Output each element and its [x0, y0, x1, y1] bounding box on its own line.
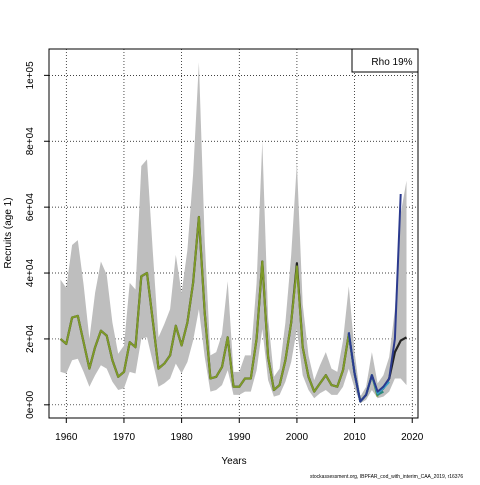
y-tick-label: 6e+04: [25, 193, 36, 222]
plot-frame: [48, 48, 419, 419]
y-tick-label: 4e+04: [25, 259, 36, 288]
retro-line-1: [59, 216, 379, 403]
y-tick-label: 2e+04: [25, 324, 36, 353]
retro-line-4: [347, 193, 402, 403]
y-tick-label: 1e+05: [25, 61, 36, 90]
y-axis-label: Recruits (age 1): [3, 197, 14, 268]
x-tick-label: 2020: [401, 432, 424, 443]
legend-box: Rho 19%: [351, 48, 419, 73]
y-axis: 0e+00 2e+04 4e+04 6e+04 8e+04 1e+05: [25, 61, 49, 419]
x-tick-label: 1980: [170, 432, 193, 443]
x-tick-label: 2000: [286, 432, 309, 443]
legend-text: Rho 19%: [371, 57, 412, 68]
series-lines: [59, 193, 408, 403]
y-tick-label: 0e+00: [25, 390, 36, 419]
confidence-band: [60, 62, 407, 404]
x-tick-label: 2010: [343, 432, 366, 443]
x-axis: 1960 1970 1980 1990 2000 2010 2020: [55, 418, 424, 443]
x-tick-label: 1970: [113, 432, 136, 443]
x-tick-label: 1990: [228, 432, 251, 443]
x-tick-label: 1960: [55, 432, 78, 443]
y-tick-label: 8e+04: [25, 127, 36, 156]
legend-frame: [351, 48, 419, 73]
footnote: stockassessment.org, IBPFAR_cod_with_int…: [310, 474, 464, 480]
x-axis-label: Years: [221, 456, 246, 467]
